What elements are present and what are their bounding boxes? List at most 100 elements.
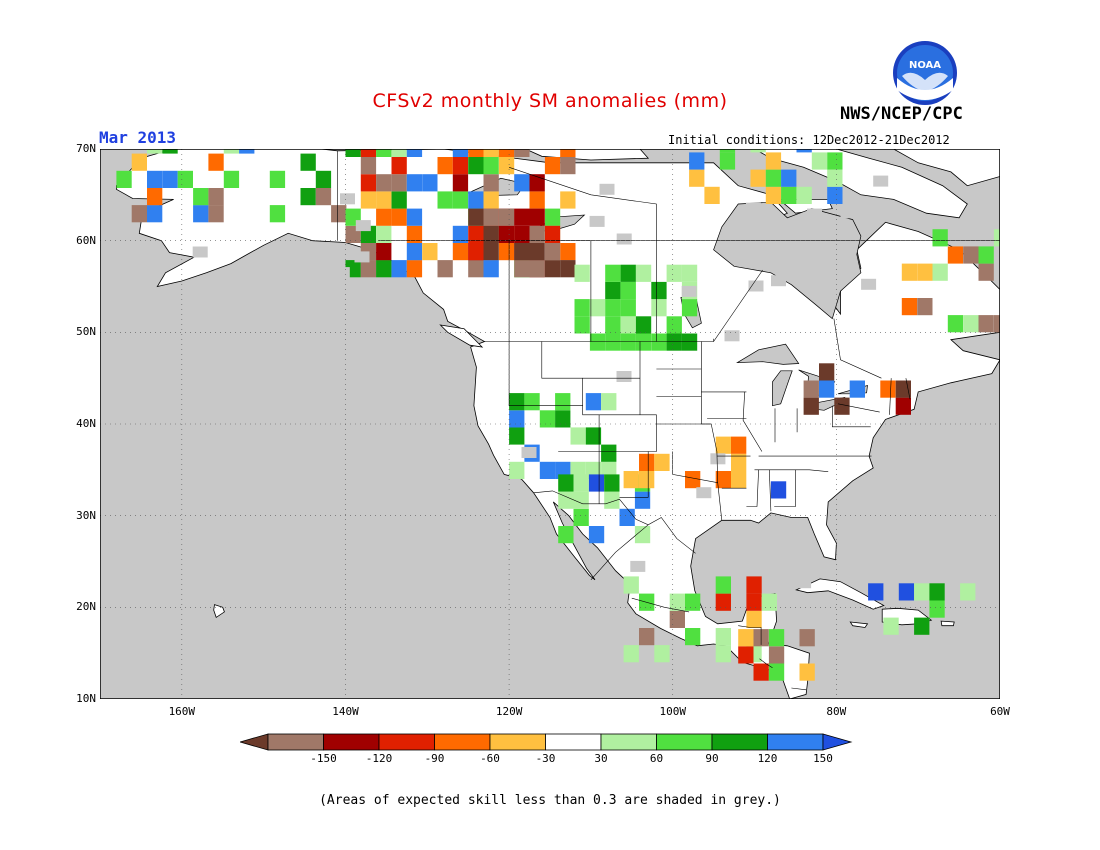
anomaly-cell [978, 315, 994, 333]
low-skill-cell [861, 278, 877, 290]
colorbar-segment [600, 733, 657, 751]
latitude-label: 10N [76, 692, 96, 705]
anomaly-cell [765, 152, 782, 170]
low-skill-cell [924, 567, 940, 579]
anomaly-cell [588, 526, 605, 544]
anomaly-cell [529, 260, 545, 278]
anomaly-cell [947, 246, 964, 264]
anomaly-cell [539, 410, 556, 428]
anomaly-cell [269, 170, 286, 188]
colorbar-tick-label: -30 [535, 752, 556, 765]
anomaly-cell [768, 663, 785, 681]
political-border [619, 451, 649, 498]
anomaly-cell [834, 397, 850, 415]
lake-michigan [772, 370, 793, 407]
anomaly-cell [573, 491, 589, 509]
anomaly-cell [880, 380, 896, 398]
low-skill-cell [724, 330, 740, 342]
anomaly-cell [376, 243, 392, 261]
anomaly-cell [651, 299, 667, 317]
anomaly-cell [685, 628, 701, 646]
anomaly-cell [715, 645, 731, 663]
anomaly-cell [639, 453, 655, 471]
anomaly-cell [634, 526, 651, 544]
anomaly-cell [639, 471, 655, 489]
anomaly-cell [376, 260, 392, 278]
low-skill-cell [757, 544, 773, 556]
anomaly-cell [932, 229, 948, 247]
anomaly-cell [468, 208, 484, 226]
low-skill-cell [796, 577, 812, 589]
anomaly-cell [498, 157, 515, 175]
colorbar-segment [545, 733, 602, 751]
anomaly-cell [468, 243, 484, 261]
anomaly-cell [849, 380, 865, 398]
anomaly-cell [391, 191, 407, 209]
anomaly-cell [669, 610, 685, 628]
low-skill-cell [840, 207, 856, 219]
political-border [541, 341, 584, 406]
colorbar-tick-label: 120 [757, 752, 778, 765]
anomaly-cell [391, 157, 407, 175]
anomaly-cell [514, 139, 530, 157]
anomaly-cell [483, 260, 499, 278]
anomaly-cell [654, 645, 670, 663]
anomaly-cell [483, 191, 499, 209]
anomaly-cell [360, 157, 377, 175]
anomaly-cell [529, 225, 545, 243]
anomaly-cell [208, 153, 224, 171]
anomaly-cell [360, 260, 377, 278]
anomaly-cell [605, 333, 621, 351]
low-skill-cell [309, 604, 324, 616]
anomaly-cell [681, 264, 698, 282]
anomaly-cell [452, 225, 469, 243]
anomaly-cell [437, 260, 453, 278]
anomaly-cell [498, 208, 515, 226]
anomaly-cell [781, 186, 797, 204]
anomaly-cell [895, 380, 911, 398]
anomaly-cell [585, 427, 602, 445]
low-skill-cell [150, 350, 166, 362]
anomaly-cell [544, 157, 561, 175]
colorbar-tick-label: -150 [310, 752, 337, 765]
anomaly-cell [768, 646, 785, 664]
lake-superior [736, 343, 800, 365]
anomaly-cell [914, 583, 930, 601]
anomaly-cell [300, 188, 316, 206]
anomaly-cell [558, 474, 574, 492]
anomaly-cell [620, 333, 636, 351]
anomaly-cell [514, 260, 530, 278]
anomaly-cell [868, 583, 884, 601]
colorbar-tick-label: 90 [705, 752, 719, 765]
anomaly-cell [422, 174, 438, 192]
big-island-hawaii [213, 604, 225, 619]
low-skill-cell [319, 542, 335, 554]
anomaly-cell [177, 170, 193, 188]
low-skill-cell [340, 193, 355, 205]
low-skill-cell [696, 487, 712, 499]
anomaly-cell [819, 380, 835, 398]
anomaly-cell [269, 205, 286, 223]
anomaly-cell [406, 174, 423, 192]
anomaly-cell [422, 243, 438, 261]
anomaly-cell [524, 393, 540, 411]
anomaly-cell [514, 174, 530, 192]
low-skill-cell [518, 598, 534, 610]
anomaly-cell [623, 576, 639, 594]
colorbar-segment [656, 733, 713, 751]
low-skill-cell [599, 183, 615, 195]
anomaly-cell [623, 471, 639, 489]
anomaly-cell [315, 170, 332, 188]
low-skill-cell [521, 539, 537, 550]
low-skill-cell [748, 280, 764, 292]
anomaly-cell [193, 205, 209, 223]
initial-conditions: Initial conditions: 12Dec2012-21Dec2012 [668, 133, 950, 147]
colorbar-segment [489, 733, 546, 751]
anomaly-cell [635, 333, 652, 351]
anomaly-cell [803, 397, 819, 415]
anomaly-cell [345, 139, 361, 157]
anomaly-cell [681, 299, 698, 317]
political-border [791, 687, 807, 691]
anomaly-cell [483, 243, 499, 261]
low-skill-cell [229, 267, 245, 279]
